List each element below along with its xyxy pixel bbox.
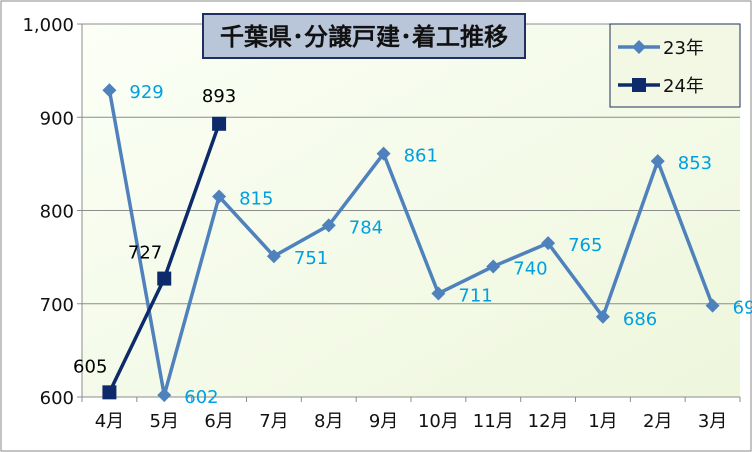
data-label: 740 [513, 258, 547, 279]
chart-title-box: 千葉県･分譲戸建･着工推移 [202, 13, 526, 59]
data-point-marker [595, 309, 610, 324]
data-label: 929 [129, 82, 163, 103]
y-tick-label: 800 [40, 202, 74, 223]
data-label: 605 [73, 356, 107, 377]
data-point-marker [102, 83, 117, 98]
y-tick-label: 700 [40, 295, 74, 316]
legend: 23年 24年 [609, 23, 741, 108]
data-point-marker [650, 154, 665, 169]
legend-label: 24年 [663, 76, 704, 97]
data-label: 861 [404, 146, 438, 167]
y-tick-label: 600 [40, 388, 74, 409]
data-point-marker [157, 388, 172, 403]
data-label: 751 [294, 248, 328, 269]
data-point-marker [212, 189, 227, 204]
data-label: 815 [239, 189, 273, 210]
x-tick-label: 1月 [588, 411, 617, 432]
data-point-marker [541, 236, 556, 251]
data-label: 765 [568, 235, 602, 256]
y-tick-label: 1,000 [22, 15, 74, 36]
data-point-marker [705, 298, 720, 313]
data-label: 727 [128, 243, 162, 264]
legend-label: 23年 [663, 38, 704, 59]
x-tick-label: 3月 [698, 411, 727, 432]
data-label: 602 [184, 387, 218, 408]
x-tick-label: 8月 [314, 411, 343, 432]
data-label: 784 [349, 217, 383, 238]
x-tick-label: 2月 [643, 411, 672, 432]
series-line-23年 [107, 89, 715, 396]
x-tick-label: 10月 [418, 411, 459, 432]
x-tick-label: 7月 [259, 411, 288, 432]
x-tick-label: 6月 [204, 411, 233, 432]
chart-title: 千葉県･分譲戸建･着工推移 [220, 23, 508, 51]
data-point-marker [431, 286, 446, 301]
x-tick-label: 4月 [95, 411, 124, 432]
x-tick-label: 9月 [369, 411, 398, 432]
data-label: 698 [733, 298, 752, 319]
y-tick-label: 900 [40, 108, 74, 129]
x-tick-label: 11月 [473, 411, 514, 432]
legend-marker [632, 40, 646, 54]
data-point-marker [102, 385, 117, 400]
data-point-marker [266, 249, 281, 264]
data-point-marker [376, 146, 391, 161]
data-point-marker [212, 116, 227, 131]
x-tick-label: 12月 [528, 411, 569, 432]
data-label: 853 [678, 153, 712, 174]
data-label: 686 [623, 309, 657, 330]
data-point-marker [321, 218, 336, 233]
data-label: 711 [458, 285, 492, 306]
legend-marker [632, 78, 646, 92]
data-label: 893 [202, 86, 236, 107]
x-tick-label: 5月 [150, 411, 179, 432]
data-point-marker [157, 271, 172, 286]
data-point-marker [486, 259, 501, 274]
